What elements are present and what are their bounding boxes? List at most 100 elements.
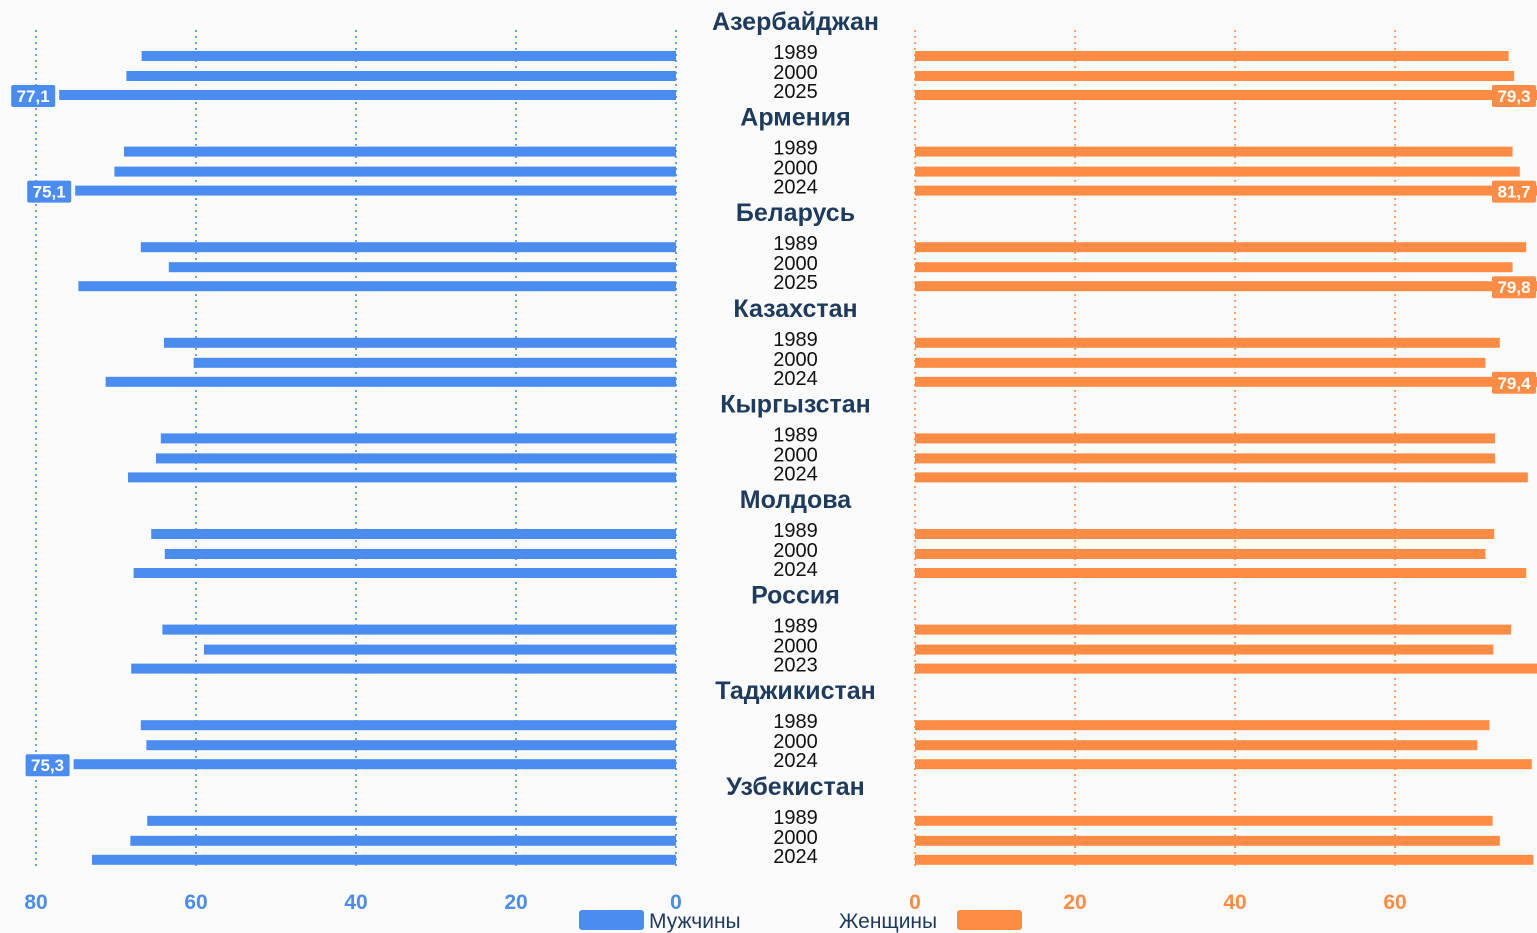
country-label: Азербайджан [712,8,879,36]
bar-women [915,185,1537,196]
bar-men [146,740,676,751]
bar-women [915,815,1493,826]
data-label-women: 79,8 [1497,278,1530,297]
bar-women [915,281,1537,292]
bar-women [915,337,1500,348]
year-label: 2024 [773,463,818,485]
year-label: 1989 [773,42,818,64]
bar-women [915,568,1527,578]
bar-men [160,433,677,444]
data-label-men-bg [11,85,56,107]
year-label: 2024 [773,368,818,390]
year-label: 2024 [773,559,818,581]
bar-men [78,281,676,292]
country-label: Молдова [740,486,853,514]
data-label-men: 77,1 [17,87,50,106]
bar-men [114,166,676,177]
year-label: 2023 [773,655,818,677]
data-label-women-bg [1492,180,1536,203]
year-label: 2025 [773,81,818,103]
bar-women [915,90,1537,100]
bar-women [915,720,1490,731]
bar-women [915,854,1534,865]
bar-men [73,759,677,770]
tick-label-right: 60 [1383,891,1406,914]
year-label: 2024 [773,846,818,868]
bar-men [140,720,677,731]
bar-women [915,357,1486,368]
tick-label-left: 40 [344,891,367,914]
bar-men [164,549,677,559]
country-label: Кыргызстан [720,390,871,418]
bars [59,51,1537,865]
bar-women [915,262,1513,273]
year-label: 2000 [773,731,818,753]
category-labels: Азербайджан198920002025Армения1989200020… [712,8,879,868]
bar-women [915,624,1511,635]
country-label: Россия [751,582,840,610]
country-label: Беларусь [736,199,855,227]
bar-men [133,568,677,578]
bar-men [124,146,676,157]
bar-women [915,759,1532,770]
bar-men [126,71,676,81]
bar-men [105,376,677,387]
bar-women [915,376,1537,387]
year-label: 2024 [773,750,818,772]
year-label: 2000 [773,158,818,180]
bar-women [915,166,1520,177]
year-label: 1989 [773,711,818,733]
bar-women [915,663,1537,674]
bar-men [147,815,676,826]
data-label-women: 81,7 [1497,183,1530,202]
bar-women [915,472,1528,483]
data-label-men-bg [25,754,70,777]
year-label: 1989 [773,520,818,542]
year-label: 2000 [773,62,818,84]
tick-label-right: 0 [909,891,921,914]
bar-women [915,835,1500,846]
bar-men [140,242,677,253]
year-label: 1989 [773,233,818,255]
data-label-women-bg [1492,276,1536,299]
year-label: 2025 [773,272,818,294]
bar-men [162,624,676,635]
data-label-women: 79,4 [1497,374,1531,393]
tick-label-left: 80 [24,891,47,914]
tick-label-left: 60 [184,891,207,914]
bar-men [92,854,676,865]
bar-men [75,185,676,196]
bar-women [915,146,1513,157]
tick-label-right: 20 [1063,891,1086,914]
legend-swatch-men [579,910,644,930]
bar-women [915,242,1527,253]
bar-women [915,740,1478,751]
country-label: Узбекистан [726,773,865,801]
data-label-women: 79,3 [1497,87,1530,106]
year-label: 1989 [773,616,818,638]
year-label: 1989 [773,138,818,160]
year-label: 2000 [773,349,818,371]
year-label: 2000 [773,636,818,658]
bar-women [915,71,1515,81]
legend-label-men: Мужчины [649,910,741,933]
year-label: 2000 [773,540,818,562]
data-labels: 77,1 79,3 75,1 81,7 79,8 79,4 75,3 [11,85,1536,777]
bar-women [915,433,1495,444]
year-label: 1989 [773,807,818,829]
bar-women [915,644,1494,655]
country-label: Казахстан [733,295,857,323]
year-label: 1989 [773,424,818,446]
bar-men [128,472,676,483]
tick-label-left: 20 [504,891,527,914]
bar-women [915,549,1486,559]
year-label: 2024 [773,177,818,199]
bar-men [164,337,676,348]
bar-men [131,663,676,674]
tick-label-right: 40 [1223,891,1246,914]
axis-ticks: 806040200020406080 [24,891,1406,914]
year-label: 2000 [773,827,818,849]
data-label-men: 75,1 [33,183,66,202]
data-label-women-bg [1492,85,1536,107]
